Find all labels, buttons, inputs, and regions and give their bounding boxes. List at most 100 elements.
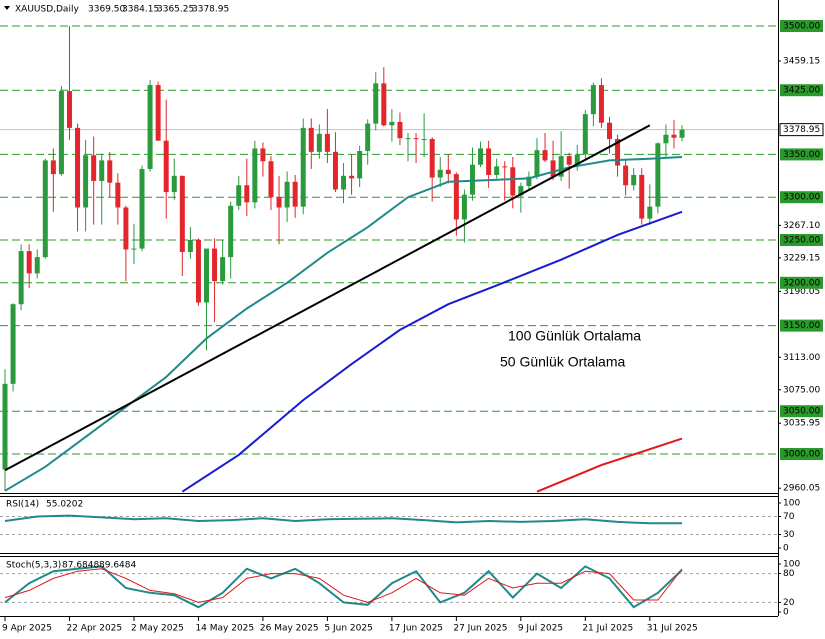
- candle-body: [590, 85, 596, 115]
- y-tick-label: 0: [783, 544, 789, 554]
- x-tick-label: 2 May 2025: [131, 624, 184, 634]
- candle-body: [139, 168, 145, 249]
- level-label: 3250.00: [783, 236, 820, 246]
- candle-body: [107, 160, 113, 183]
- stoch-signal-value: 89.6484: [99, 561, 136, 571]
- candle-body: [542, 150, 548, 161]
- indicator-line: [4, 565, 683, 609]
- y-tick-label: 30: [783, 530, 795, 540]
- candle-body: [349, 175, 355, 179]
- candle-body: [316, 133, 322, 152]
- overlay-line: [536, 437, 683, 493]
- y-tick-label: 2960.05: [783, 484, 820, 494]
- level-label-box: [780, 234, 823, 247]
- candle-body: [99, 160, 105, 181]
- candle-body: [220, 257, 226, 282]
- pane-frames: [0, 0, 779, 617]
- candle-body: [582, 114, 588, 155]
- level-label: 3300.00: [783, 193, 820, 203]
- y-tick-label: 3190.05: [783, 287, 820, 297]
- y-tick-label: 100: [783, 499, 800, 509]
- level-label-box: [780, 191, 823, 204]
- candle-body: [341, 175, 347, 190]
- candle-body: [147, 85, 153, 169]
- candle-body: [26, 251, 32, 274]
- y-tick-label: 20: [783, 598, 795, 608]
- candle-body: [421, 139, 427, 141]
- low-label: 3365.25: [157, 5, 194, 15]
- stoch-main-value: 87.6848: [62, 561, 99, 571]
- candle-body: [663, 134, 669, 144]
- candle-body: [671, 134, 677, 138]
- rsi-value: 55.0202: [46, 500, 83, 510]
- candle-body: [260, 148, 266, 162]
- candle-body: [228, 205, 234, 258]
- candle-body: [647, 206, 653, 219]
- candle-body: [332, 151, 338, 190]
- candle-body: [639, 174, 645, 219]
- x-tick-label: 22 Apr 2025: [66, 624, 122, 634]
- y-tick-label: 3075.00: [783, 385, 820, 395]
- level-label: 3150.00: [783, 321, 820, 331]
- x-tick-label: 14 May 2025: [195, 624, 254, 634]
- candle-body: [236, 185, 242, 206]
- y-tick-label: 3113.00: [783, 353, 820, 363]
- candle-body: [381, 83, 387, 126]
- level-label-box: [780, 319, 823, 332]
- candle-body: [163, 140, 169, 193]
- y-tick-label: 70: [783, 512, 795, 522]
- candle-body: [679, 129, 685, 138]
- candle-body: [300, 127, 306, 207]
- annotation: 50 Günlük Ortalama: [500, 354, 625, 370]
- candle-body: [437, 169, 443, 178]
- candle-body: [389, 121, 395, 126]
- candle-body: [510, 167, 516, 196]
- level-label: 3000.00: [783, 449, 820, 459]
- candle-body: [324, 133, 330, 152]
- candle-body: [284, 181, 290, 208]
- candle-body: [598, 85, 604, 123]
- candle-body: [179, 175, 185, 252]
- candle-body: [550, 160, 556, 177]
- candle-body: [502, 166, 508, 168]
- candle-body: [478, 148, 484, 165]
- candle-body: [204, 248, 209, 303]
- x-tick-label: 9 Apr 2025: [2, 624, 52, 634]
- level-label-box: [780, 148, 823, 161]
- candle-body: [268, 161, 274, 198]
- y-tick-label: 80: [783, 569, 795, 579]
- candle-body: [655, 143, 661, 207]
- level-label-box: [780, 447, 823, 460]
- level-label-box: [780, 20, 823, 33]
- candle-body: [397, 121, 403, 139]
- marks: 3459.15 3267.10 3229.15 3190.05 3113.00 3075.…: [0, 20, 824, 634]
- candle-body: [566, 156, 572, 165]
- last-price-label: 3378.95: [783, 125, 820, 135]
- candle-body: [115, 182, 121, 208]
- candle-body: [276, 197, 282, 208]
- y-tick-label: 3267.10: [783, 221, 820, 231]
- candle-body: [123, 207, 129, 250]
- level-label-box: [780, 405, 823, 418]
- candle-body: [212, 248, 218, 282]
- candle-body: [615, 139, 621, 166]
- candle-body: [373, 83, 379, 124]
- candle-body: [18, 251, 24, 305]
- y-tick-label: 3459.15: [783, 56, 820, 66]
- candle-body: [195, 240, 201, 303]
- candle-body: [2, 383, 8, 470]
- overlay-line: [4, 124, 651, 472]
- indicator-line: [4, 514, 683, 525]
- candle-body: [42, 160, 48, 258]
- candle-body: [58, 91, 64, 175]
- open-label: 3369.50: [88, 5, 125, 15]
- high-label: 3384.15: [122, 5, 159, 15]
- y-tick-label: 3229.15: [783, 253, 820, 263]
- candle-body: [10, 304, 16, 384]
- y-tick-label: 3035.95: [783, 419, 820, 429]
- candle-body: [252, 148, 258, 203]
- x-tick-label: 31 Jul 2025: [647, 624, 698, 634]
- candle-body: [292, 181, 298, 207]
- candle-body: [445, 169, 451, 175]
